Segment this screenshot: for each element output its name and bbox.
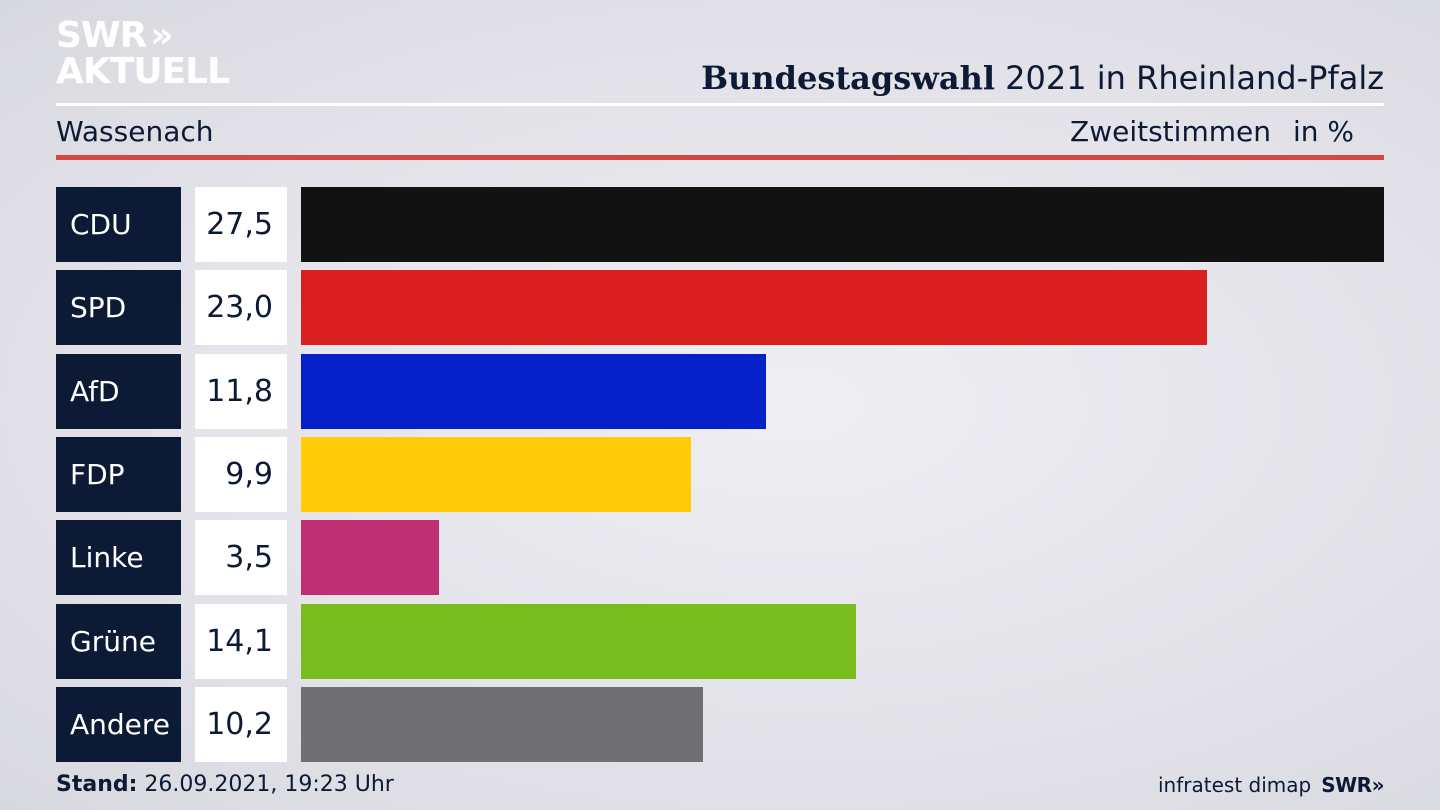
title-bold: Bundestagswahl: [701, 59, 995, 97]
chart-row: Grüne 14,1: [56, 603, 1384, 679]
header-divider: [56, 103, 1384, 106]
stand-value: 26.09.2021, 19:23 Uhr: [137, 772, 394, 797]
subtitle-label: Zweitstimmen: [1070, 115, 1271, 148]
value-label: 14,1: [195, 603, 287, 679]
swr-aktuell-logo: SWR» AKTUELL: [56, 15, 236, 92]
chart-row: CDU 27,5: [56, 187, 1384, 262]
value-label: 9,9: [195, 436, 287, 512]
chart-row: SPD 23,0: [56, 270, 1384, 346]
value-label: 10,2: [195, 686, 287, 762]
subtitle: Zweitstimmen in %: [1070, 114, 1354, 150]
source-label: infratest dimap: [1158, 773, 1312, 797]
value-label: 3,5: [195, 520, 287, 596]
value-label: 23,0: [195, 270, 287, 346]
accent-divider: [56, 155, 1384, 160]
chart-row: Linke 3,5: [56, 520, 1384, 596]
bar-afd: [301, 353, 766, 429]
chart-title: Bundestagswahl 2021 in Rheinland-Pfalz: [701, 56, 1384, 100]
logo-line2: AKTUELL: [56, 51, 230, 92]
logo-chevron-icon: »: [150, 15, 173, 56]
party-label: AfD: [56, 353, 181, 429]
timestamp: Stand: 26.09.2021, 19:23 Uhr: [56, 770, 394, 800]
party-label: Grüne: [56, 603, 181, 679]
party-label: SPD: [56, 270, 181, 346]
chart-row: FDP 9,9: [56, 436, 1384, 512]
logo-line1: SWR: [56, 15, 147, 56]
bar-andere: [301, 686, 703, 762]
value-label: 27,5: [195, 187, 287, 262]
party-label: Linke: [56, 520, 181, 596]
party-label: CDU: [56, 187, 181, 262]
swr-small-logo: SWR»: [1321, 773, 1384, 797]
bar-fdp: [301, 436, 691, 512]
bar-spd: [301, 270, 1207, 346]
region-label: Wassenach: [56, 115, 214, 148]
bar-grüne: [301, 603, 856, 679]
source-credit: infratest dimap SWR»: [1158, 770, 1384, 800]
bar-cdu: [301, 187, 1384, 262]
title-rest: 2021 in Rheinland-Pfalz: [995, 59, 1384, 97]
bar-linke: [301, 520, 439, 596]
party-label: FDP: [56, 436, 181, 512]
party-label: Andere: [56, 686, 181, 762]
chart-row: Andere 10,2: [56, 686, 1384, 762]
stand-label: Stand:: [56, 772, 138, 797]
value-label: 11,8: [195, 353, 287, 429]
chart-row: AfD 11,8: [56, 353, 1384, 429]
unit-label: in %: [1292, 115, 1354, 148]
